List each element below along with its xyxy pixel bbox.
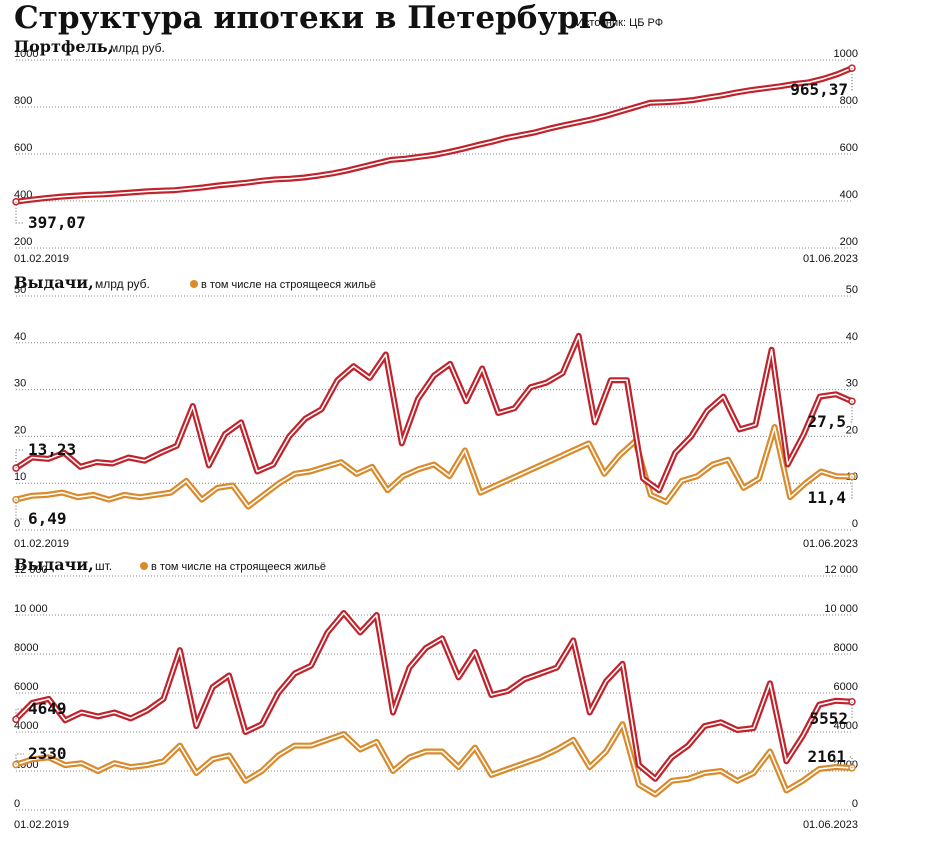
y-tick-label-left: 6000 bbox=[14, 681, 38, 693]
y-tick-label-left: 1000 bbox=[14, 48, 38, 60]
portfolio-title: Портфель, bbox=[14, 37, 113, 56]
main-start-leader bbox=[15, 449, 24, 469]
issued-rub-legend-dot bbox=[190, 280, 198, 288]
issued-count-legend-label: в том числе на строящееся жильё bbox=[151, 561, 326, 573]
x-start-date-label: 01.02.2019 bbox=[14, 253, 69, 265]
y-tick-label-right: 20 bbox=[846, 424, 858, 436]
main-end-value-label: 5552 bbox=[809, 709, 848, 728]
y-tick-label-left: 800 bbox=[14, 95, 32, 107]
x-end-date-label: 01.06.2023 bbox=[803, 819, 858, 831]
main-end-value-label: 27,5 bbox=[807, 412, 846, 431]
portfolio-unit: млрд руб. bbox=[110, 41, 165, 55]
y-tick-label-right: 6000 bbox=[834, 681, 858, 693]
issued-rub-unit: млрд руб. bbox=[95, 277, 150, 291]
main-start-value-label: 4649 bbox=[28, 699, 67, 718]
figure-title: Структура ипотеки в Петербурге bbox=[14, 0, 618, 36]
y-tick-label-right: 10 000 bbox=[824, 603, 858, 615]
x-start-date-label: 01.02.2019 bbox=[14, 819, 69, 831]
y-tick-label-left: 600 bbox=[14, 142, 32, 154]
main-start-value-label: 397,07 bbox=[28, 213, 86, 232]
y-tick-label-left: 4000 bbox=[14, 720, 38, 732]
main-series-line-inner bbox=[15, 67, 853, 203]
y-tick-label-right: 40 bbox=[846, 331, 858, 343]
y-tick-label-left: 20 bbox=[14, 424, 26, 436]
issued-rub-panel: Выдачи, млрд руб. в том числе на строяще… bbox=[12, 273, 858, 550]
y-tick-label-left: 10 bbox=[14, 471, 26, 483]
issued-rub-legend-label: в том числе на строящееся жильё bbox=[201, 279, 376, 291]
issued-count-legend-dot bbox=[140, 562, 148, 570]
source-note: Источник: ЦБ РФ bbox=[576, 17, 663, 29]
main-start-value-label: 13,23 bbox=[28, 440, 76, 459]
y-tick-label-right: 400 bbox=[840, 189, 858, 201]
construction-start-value-label: 2330 bbox=[28, 744, 67, 763]
y-tick-label-left: 200 bbox=[14, 236, 32, 248]
main-series-line-outer bbox=[13, 65, 855, 205]
y-tick-label-left: 12 000 bbox=[14, 564, 48, 576]
main-series-line-inner bbox=[15, 612, 853, 780]
y-tick-label-right: 8000 bbox=[834, 642, 858, 654]
main-start-leader bbox=[15, 201, 24, 224]
construction-end-value-label: 2161 bbox=[807, 747, 846, 766]
y-tick-label-right: 50 bbox=[846, 284, 858, 296]
y-tick-label-left: 0 bbox=[14, 798, 20, 810]
y-tick-label-right: 0 bbox=[852, 798, 858, 810]
y-tick-label-left: 50 bbox=[14, 284, 26, 296]
y-tick-label-right: 1000 bbox=[834, 48, 858, 60]
main-end-value-label: 965,37 bbox=[790, 80, 848, 99]
construction-end-leader bbox=[849, 476, 853, 499]
y-tick-label-left: 30 bbox=[14, 378, 26, 390]
construction-series-line-inner bbox=[15, 723, 853, 796]
y-tick-label-right: 800 bbox=[840, 95, 858, 107]
y-tick-label-right: 4000 bbox=[834, 720, 858, 732]
y-tick-label-right: 12 000 bbox=[824, 564, 858, 576]
construction-start-leader bbox=[15, 499, 24, 520]
x-start-date-label: 01.02.2019 bbox=[14, 538, 69, 550]
issued-rub-title: Выдачи, bbox=[14, 273, 94, 292]
construction-end-leader bbox=[849, 756, 853, 768]
y-tick-label-left: 0 bbox=[14, 518, 20, 530]
y-tick-label-right: 30 bbox=[846, 378, 858, 390]
y-tick-label-right: 600 bbox=[840, 142, 858, 154]
issued-count-panel: Выдачи, шт. в том числе на строящееся жи… bbox=[12, 555, 858, 831]
y-tick-label-left: 10 000 bbox=[14, 603, 48, 615]
issued-count-unit: шт. bbox=[95, 559, 112, 573]
construction-series-line-outer bbox=[13, 424, 855, 510]
y-tick-label-left: 40 bbox=[14, 331, 26, 343]
main-end-leader bbox=[849, 401, 853, 423]
x-end-date-label: 01.06.2023 bbox=[803, 253, 858, 265]
main-start-leader bbox=[15, 708, 24, 720]
y-tick-label-right: 0 bbox=[852, 518, 858, 530]
y-tick-label-right: 200 bbox=[840, 236, 858, 248]
construction-end-value-label: 11,4 bbox=[807, 488, 846, 507]
construction-start-leader bbox=[15, 753, 24, 765]
main-series-line-inner bbox=[15, 334, 853, 492]
y-tick-label-left: 8000 bbox=[14, 642, 38, 654]
construction-start-value-label: 6,49 bbox=[28, 509, 67, 528]
main-end-leader bbox=[851, 68, 853, 91]
construction-series-line-outer bbox=[13, 721, 855, 798]
x-end-date-label: 01.06.2023 bbox=[803, 538, 858, 550]
construction-series-line-inner bbox=[15, 426, 853, 508]
issued-count-title: Выдачи, bbox=[14, 555, 94, 574]
